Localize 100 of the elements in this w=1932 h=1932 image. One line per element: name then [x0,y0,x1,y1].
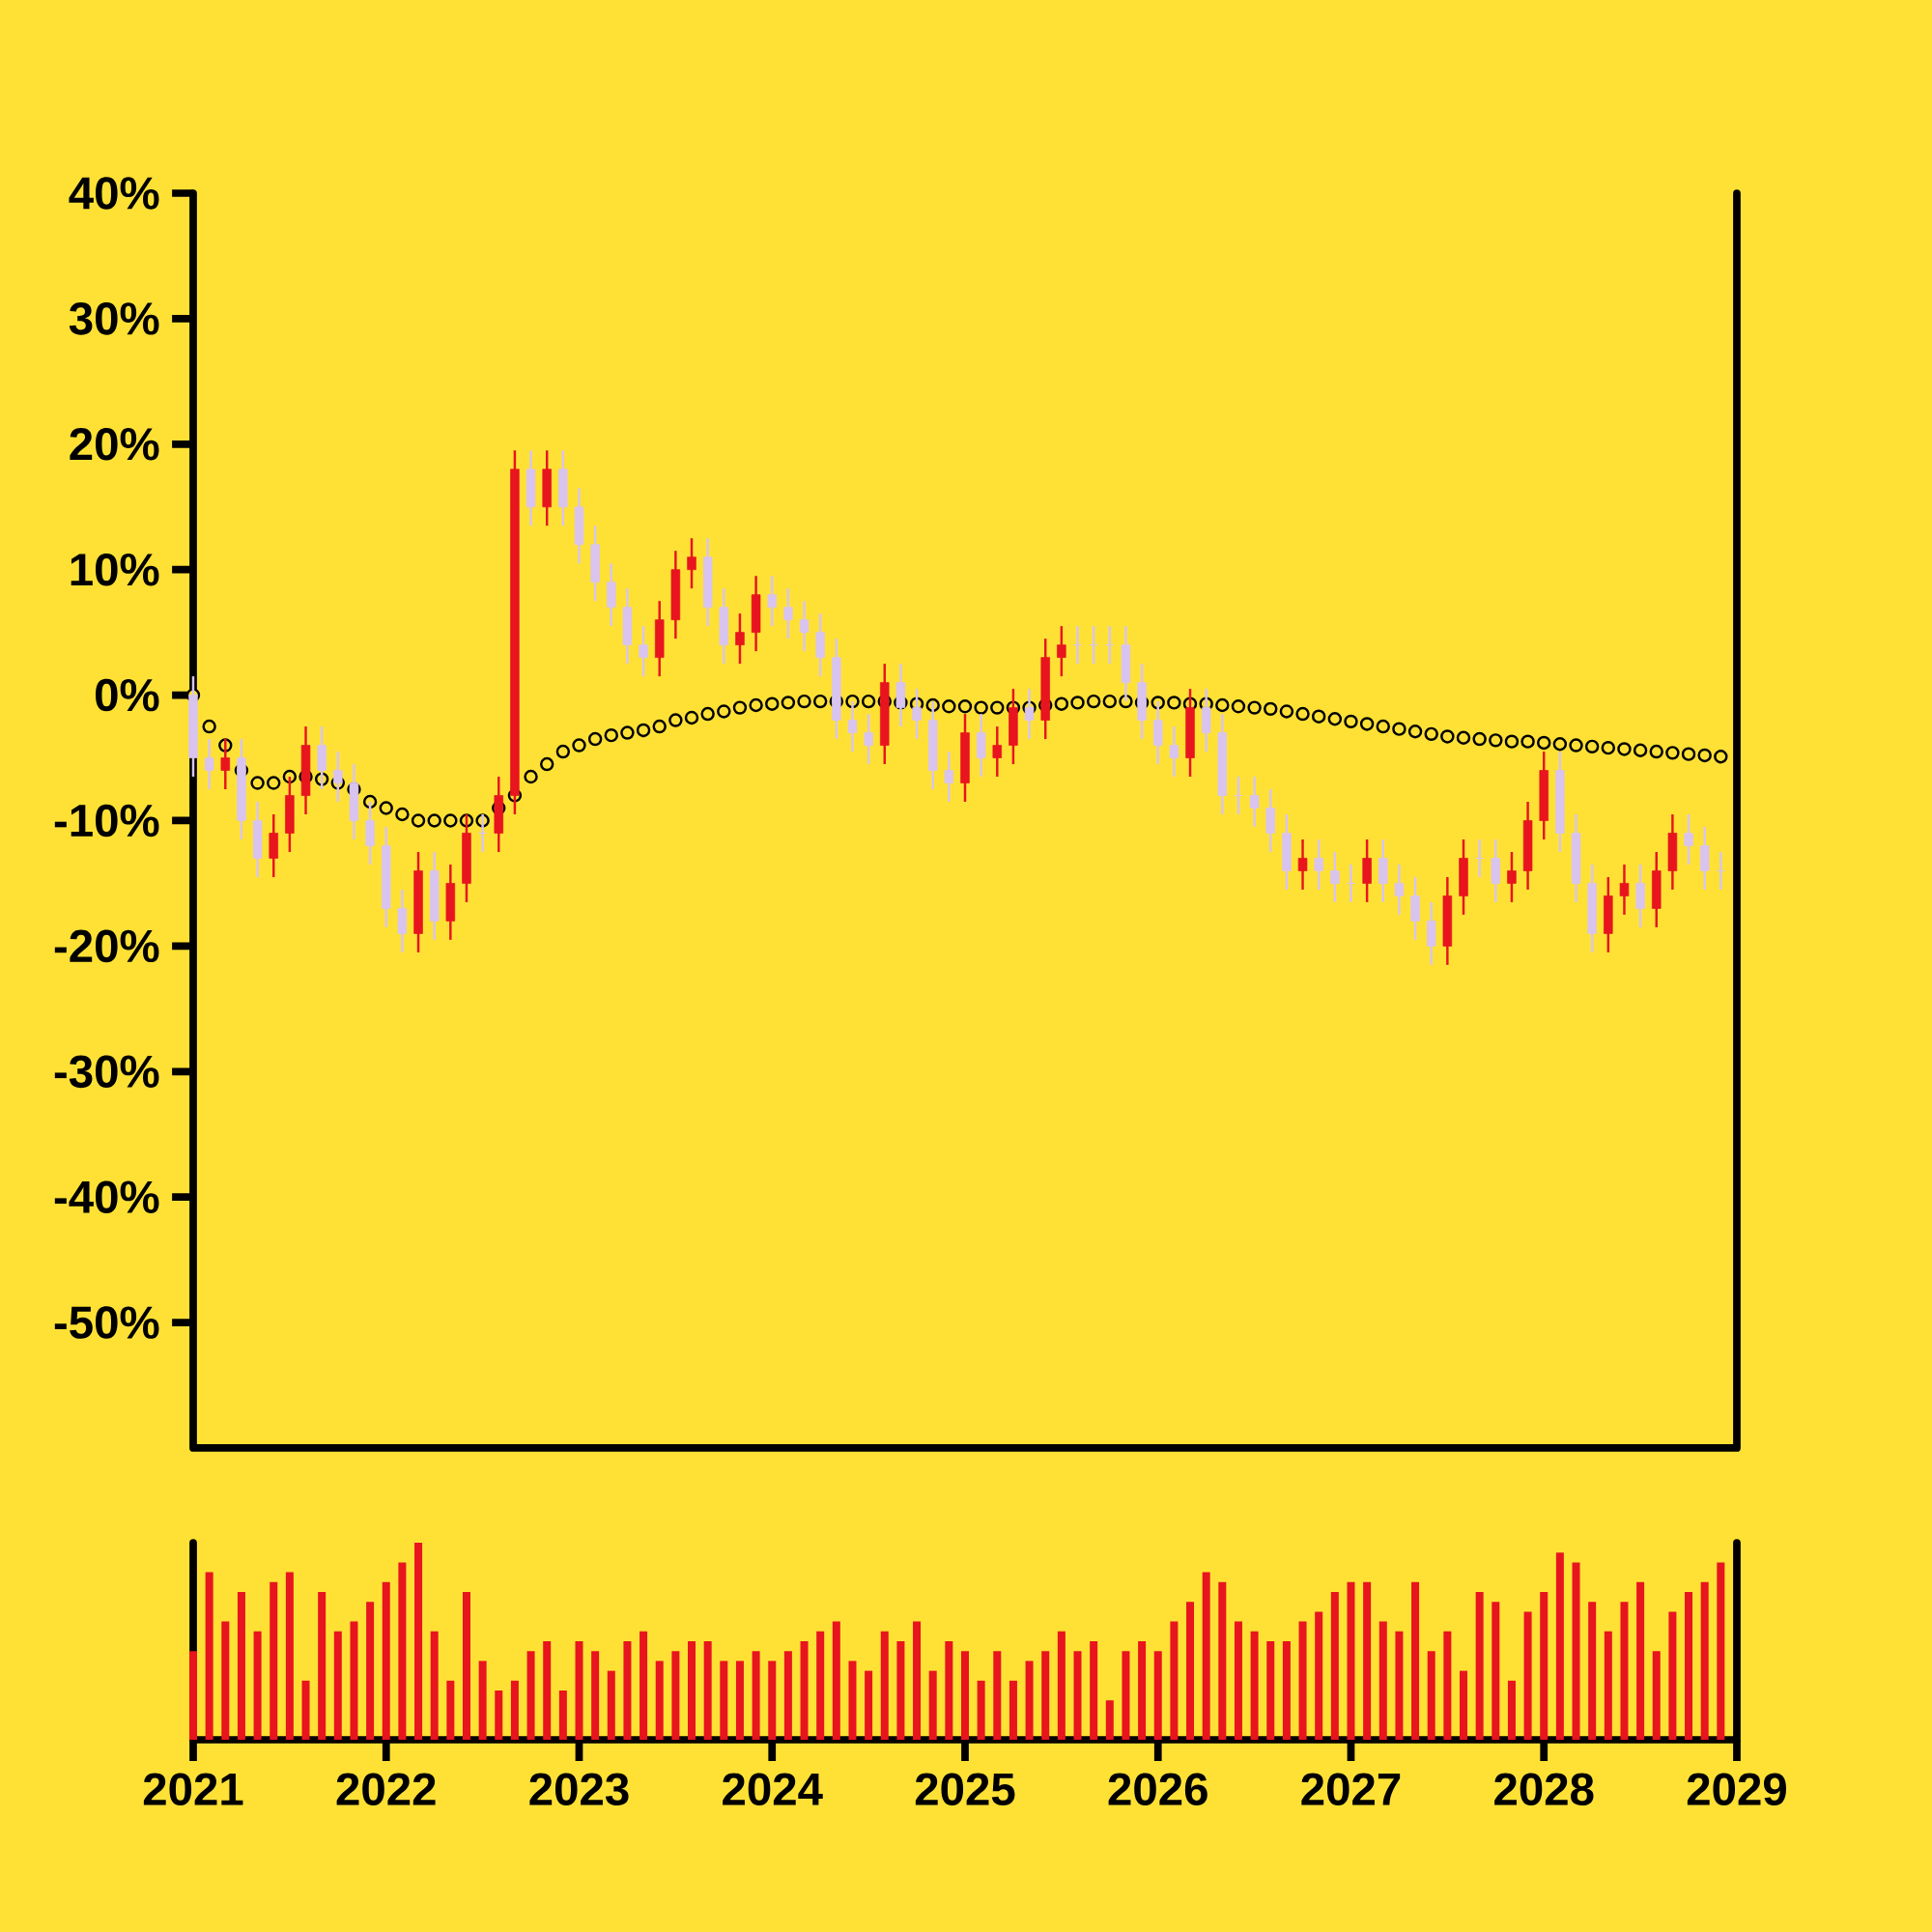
y-tick-label: 40% [69,177,159,210]
bar [205,1572,213,1740]
bar [688,1640,696,1740]
y-tick-label: -20% [54,929,159,963]
x-tick-label: 2027 [1301,1773,1401,1805]
bar [221,1621,230,1740]
bar [1330,1591,1339,1740]
bar [1492,1602,1500,1740]
candlestick [783,586,793,640]
candlestick [1619,863,1630,917]
bar [961,1651,969,1740]
bar [446,1680,455,1740]
bar [366,1602,375,1740]
bar [189,1651,197,1740]
y-tick-label: 0% [96,678,159,712]
bar [896,1640,905,1740]
bar [752,1651,760,1740]
candlestick [799,599,810,653]
bar [1202,1572,1210,1740]
bar [333,1631,342,1740]
y-tick-label: -30% [54,1055,159,1089]
bar [1475,1591,1484,1740]
bar [1523,1611,1532,1740]
bar [1073,1651,1082,1740]
candlestick [1507,850,1517,904]
x-tick-label: 2026 [1108,1773,1208,1805]
x-tick-label: 2029 [1687,1773,1786,1805]
bar [270,1581,278,1740]
bar [1540,1591,1548,1740]
bar [1298,1621,1307,1740]
bar [1186,1602,1195,1740]
bar [928,1670,937,1740]
bar [1170,1621,1179,1740]
bar [993,1651,1002,1740]
bar [591,1651,600,1740]
bar [398,1562,407,1740]
bar [848,1661,857,1740]
bar [607,1670,615,1740]
candlestick [944,750,954,804]
candlestick [687,536,696,590]
candlestick [1394,863,1405,917]
x-tick-label: 2023 [529,1773,629,1806]
bar [671,1651,680,1740]
x-tick-label: 2021 [143,1773,243,1805]
x-tick-label: 2028 [1494,1773,1594,1805]
candlestick [1169,724,1179,779]
bar [1363,1581,1372,1740]
bar [462,1591,470,1740]
bar [1009,1680,1017,1740]
x-tick-label: 2024 [723,1773,823,1805]
bar [1282,1640,1291,1740]
bar [800,1640,809,1740]
bar [478,1661,487,1740]
y-tick-label: 20% [70,427,159,461]
bar [1620,1602,1629,1740]
bar [1041,1651,1050,1740]
bar [1347,1581,1355,1740]
bar [832,1621,840,1740]
bar [237,1591,245,1740]
bar [1218,1581,1227,1740]
bar [1668,1611,1677,1740]
bar [720,1661,728,1740]
bar [1057,1631,1065,1740]
bar [768,1661,777,1740]
y-tick-label: 10% [71,553,159,586]
x-tick-label: 2022 [336,1773,436,1805]
bar [1604,1631,1612,1740]
candlestick [864,712,873,766]
bar [1122,1651,1130,1740]
bar [1411,1581,1420,1740]
bar [253,1631,262,1740]
bar [816,1631,825,1740]
bar [1395,1631,1404,1740]
bar [1315,1611,1323,1740]
bar [1636,1581,1645,1740]
candlestick [1297,838,1308,892]
bar [1443,1631,1452,1740]
bar [382,1581,390,1740]
y-tick-label: 30% [69,302,159,335]
y-tick-label: -50% [54,1306,159,1339]
candlestick [767,574,777,628]
y-tick-label: -10% [54,804,159,838]
candlestick [735,611,745,666]
candlestick [1330,850,1340,904]
bar [865,1670,873,1740]
candlestick [204,737,214,791]
bar [1717,1562,1725,1740]
bar [1234,1621,1242,1740]
bar [1555,1552,1564,1740]
bar [414,1542,423,1740]
bar [735,1661,744,1740]
bar [1507,1680,1516,1740]
candlestick [639,624,648,678]
bar [1025,1661,1034,1740]
bar [1572,1562,1580,1740]
x-tick-label: 2025 [915,1773,1015,1805]
bar [430,1631,439,1740]
candlestick [1057,624,1066,678]
bar [655,1661,664,1740]
bar [623,1640,632,1740]
